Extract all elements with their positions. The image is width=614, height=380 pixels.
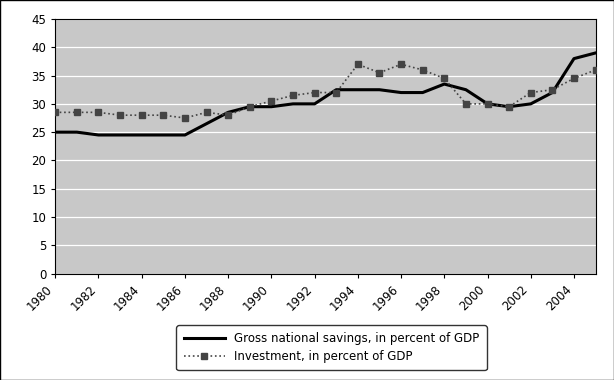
Line: Gross national savings, in percent of GDP: Gross national savings, in percent of GD… — [55, 53, 596, 135]
Gross national savings, in percent of GDP — [138, 133, 146, 137]
Investment, in percent of GDP — [225, 113, 232, 117]
Gross national savings, in percent of GDP — [462, 87, 470, 92]
Gross national savings, in percent of GDP — [376, 87, 383, 92]
Investment, in percent of GDP — [570, 76, 578, 81]
Investment, in percent of GDP — [549, 87, 556, 92]
Gross national savings, in percent of GDP — [289, 101, 297, 106]
Investment, in percent of GDP — [311, 90, 318, 95]
Gross national savings, in percent of GDP — [419, 90, 426, 95]
Gross national savings, in percent of GDP — [160, 133, 167, 137]
Legend: Gross national savings, in percent of GDP, Investment, in percent of GDP: Gross national savings, in percent of GD… — [176, 325, 487, 370]
Investment, in percent of GDP — [160, 113, 167, 117]
Investment, in percent of GDP — [333, 90, 340, 95]
Gross national savings, in percent of GDP — [117, 133, 124, 137]
Gross national savings, in percent of GDP — [311, 101, 318, 106]
Gross national savings, in percent of GDP — [354, 87, 362, 92]
Gross national savings, in percent of GDP — [181, 133, 188, 137]
Gross national savings, in percent of GDP — [484, 101, 491, 106]
Gross national savings, in percent of GDP — [592, 51, 599, 55]
Investment, in percent of GDP — [527, 90, 534, 95]
Gross national savings, in percent of GDP — [397, 90, 405, 95]
Investment, in percent of GDP — [419, 68, 426, 72]
Gross national savings, in percent of GDP — [441, 82, 448, 86]
Investment, in percent of GDP — [376, 70, 383, 75]
Gross national savings, in percent of GDP — [203, 121, 210, 126]
Investment, in percent of GDP — [246, 105, 254, 109]
Gross national savings, in percent of GDP — [505, 105, 513, 109]
Gross national savings, in percent of GDP — [570, 56, 578, 61]
Investment, in percent of GDP — [397, 62, 405, 66]
Gross national savings, in percent of GDP — [95, 133, 102, 137]
Investment, in percent of GDP — [73, 110, 80, 115]
Investment, in percent of GDP — [138, 113, 146, 117]
Investment, in percent of GDP — [268, 99, 275, 103]
Investment, in percent of GDP — [484, 101, 491, 106]
Gross national savings, in percent of GDP — [549, 90, 556, 95]
Investment, in percent of GDP — [203, 110, 210, 115]
Gross national savings, in percent of GDP — [527, 101, 534, 106]
Investment, in percent of GDP — [505, 105, 513, 109]
Investment, in percent of GDP — [289, 93, 297, 98]
Investment, in percent of GDP — [181, 116, 188, 120]
Gross national savings, in percent of GDP — [73, 130, 80, 135]
Gross national savings, in percent of GDP — [333, 87, 340, 92]
Investment, in percent of GDP — [95, 110, 102, 115]
Investment, in percent of GDP — [592, 68, 599, 72]
Gross national savings, in percent of GDP — [268, 105, 275, 109]
Investment, in percent of GDP — [441, 76, 448, 81]
Line: Investment, in percent of GDP: Investment, in percent of GDP — [52, 61, 599, 121]
Investment, in percent of GDP — [354, 62, 362, 66]
Gross national savings, in percent of GDP — [52, 130, 59, 135]
Investment, in percent of GDP — [462, 101, 470, 106]
Investment, in percent of GDP — [117, 113, 124, 117]
Gross national savings, in percent of GDP — [225, 110, 232, 115]
Investment, in percent of GDP — [52, 110, 59, 115]
Gross national savings, in percent of GDP — [246, 105, 254, 109]
